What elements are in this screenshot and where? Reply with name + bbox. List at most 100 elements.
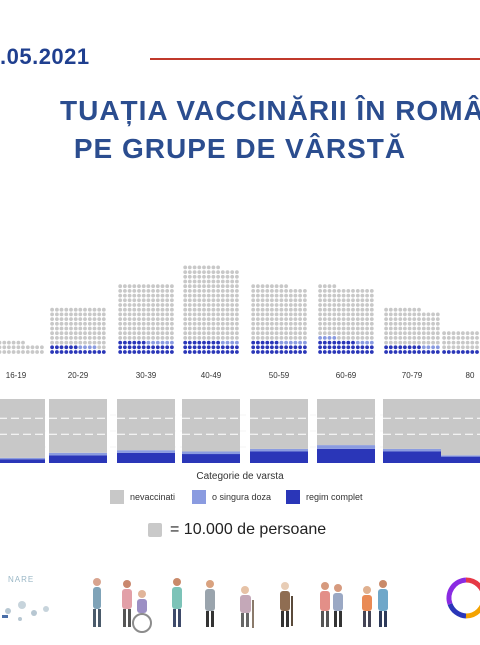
dot-regim-complet (160, 350, 165, 354)
dot-nevaccinati (270, 331, 274, 336)
dot-nevaccinati (260, 321, 265, 326)
dot-nevaccinati (298, 289, 302, 293)
dot-nevaccinati (151, 317, 156, 321)
dot-nevaccinati (78, 340, 83, 345)
dot-nevaccinati (235, 298, 239, 303)
dot-nevaccinati (274, 303, 279, 307)
dot-nevaccinati (216, 279, 221, 284)
dot-regim-complet (446, 350, 451, 354)
dot-nevaccinati (230, 317, 235, 321)
dot-nevaccinati (165, 289, 170, 293)
dot-nevaccinati (421, 340, 426, 345)
dot-regim-complet (187, 340, 192, 345)
dot-nevaccinati (318, 289, 322, 293)
dot-nevaccinati (118, 326, 123, 331)
dot-nevaccinati (165, 284, 170, 289)
dot-nevaccinati (284, 284, 288, 289)
dot-o-singura-doza (155, 340, 160, 345)
dot-regim-complet (216, 345, 221, 350)
dot-nevaccinati (123, 289, 127, 293)
dot-regim-complet (270, 340, 274, 345)
dot-nevaccinati (132, 293, 137, 298)
dot-nevaccinati (197, 270, 202, 274)
stack-segment-nevaccinati (250, 399, 308, 449)
dot-nevaccinati (55, 317, 59, 321)
dot-nevaccinati (298, 336, 302, 340)
dot-nevaccinati (284, 298, 288, 303)
dot-regim-complet (183, 340, 188, 345)
x-tick-label: 20-29 (68, 371, 89, 380)
dot-nevaccinati (270, 307, 274, 312)
dot-nevaccinati (351, 331, 355, 336)
dot-nevaccinati (284, 336, 288, 340)
dot-nevaccinati (206, 307, 211, 312)
dot-regim-complet (426, 350, 431, 354)
legend-swatch-nevaccinati (110, 490, 124, 504)
dot-nevaccinati (202, 279, 206, 284)
dot-nevaccinati (398, 326, 403, 331)
dot-regim-complet (265, 345, 270, 350)
dot-regim-complet (337, 345, 341, 350)
dot-nevaccinati (327, 331, 332, 336)
dot-nevaccinati (407, 321, 412, 326)
dot-nevaccinati (151, 289, 156, 293)
dot-regim-complet (332, 345, 337, 350)
dot-nevaccinati (351, 298, 355, 303)
dot-nevaccinati (251, 289, 256, 293)
dot-nevaccinati (235, 317, 239, 321)
dot-nevaccinati (274, 307, 279, 312)
dot-nevaccinati (87, 326, 92, 331)
dot-nevaccinati (132, 321, 137, 326)
dot-nevaccinati (170, 298, 174, 303)
dot-nevaccinati (398, 317, 403, 321)
dot-nevaccinati (369, 298, 374, 303)
dot-nevaccinati (265, 326, 270, 331)
dot-nevaccinati (69, 317, 73, 321)
dot-nevaccinati (118, 317, 123, 321)
dot-regim-complet (265, 340, 270, 345)
dot-nevaccinati (127, 307, 132, 312)
dot-regim-complet (127, 345, 132, 350)
dot-nevaccinati (235, 289, 239, 293)
dot-nevaccinati (369, 321, 374, 326)
dot-nevaccinati (170, 312, 174, 317)
dot-regim-complet (318, 340, 322, 345)
dot-nevaccinati (284, 321, 288, 326)
legend-item-o-singura-doza: o singura doza (192, 490, 271, 504)
dot-nevaccinati (151, 336, 156, 340)
dot-nevaccinati (388, 312, 393, 317)
dot-nevaccinati (322, 303, 327, 307)
dot-nevaccinati (456, 336, 461, 340)
dot-nevaccinati (388, 307, 393, 312)
dot-nevaccinati (123, 326, 127, 331)
dot-nevaccinati (69, 331, 73, 336)
dot-nevaccinati (216, 321, 221, 326)
dot-nevaccinati (393, 317, 398, 321)
dot-nevaccinati (341, 321, 346, 326)
dot-o-singura-doza (332, 336, 337, 340)
dot-nevaccinati (202, 317, 206, 321)
dot-nevaccinati (346, 307, 351, 312)
dot-nevaccinati (431, 331, 435, 336)
dot-nevaccinati (284, 326, 288, 331)
dot-nevaccinati (40, 345, 44, 350)
dot-nevaccinati (97, 317, 102, 321)
dot-nevaccinati (369, 289, 374, 293)
dot-matrix-chart: 16-19 20-29 30-39 40-49 50-59 60-69 70-79 80 (0, 265, 480, 380)
dot-nevaccinati (225, 321, 230, 326)
dot-nevaccinati (92, 331, 97, 336)
dot-nevaccinati (202, 293, 206, 298)
dot-nevaccinati (431, 317, 435, 321)
dot-nevaccinati (288, 312, 293, 317)
dot-nevaccinati (270, 289, 274, 293)
dot-regim-complet (59, 345, 64, 350)
partner-logo-icon (2, 601, 49, 621)
dot-nevaccinati (165, 307, 170, 312)
dot-regim-complet (206, 340, 211, 345)
dot-nevaccinati (225, 336, 230, 340)
dot-nevaccinati (341, 331, 346, 336)
dot-nevaccinati (327, 293, 332, 298)
dot-regim-complet (393, 350, 398, 354)
dot-o-singura-doza (78, 345, 83, 350)
dot-regim-complet (407, 350, 412, 354)
